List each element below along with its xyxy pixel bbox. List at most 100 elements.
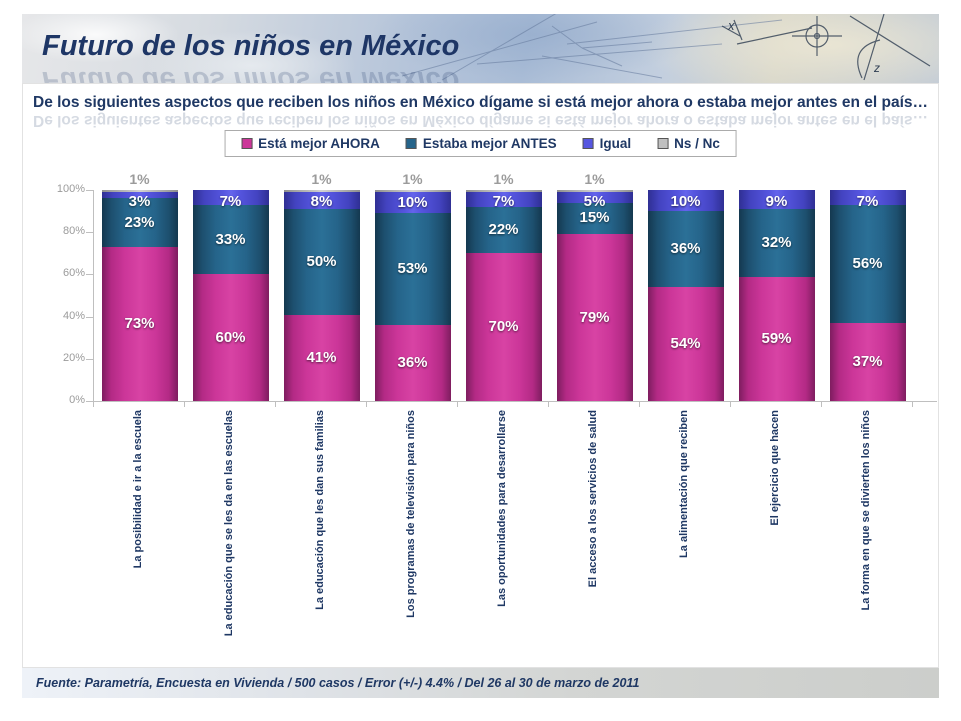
- category-label: Las oportunidades para desarrollarse: [496, 410, 508, 607]
- bar-segment-ahora: [465, 253, 542, 401]
- segment-value-label: 36%: [397, 354, 428, 372]
- bar-segment-igual: [738, 190, 815, 209]
- ns-nc-value-label: 1%: [584, 171, 605, 187]
- segment-value-label: 22%: [488, 221, 519, 239]
- category-label-wrap: La posibilidad e ir a la escuela: [93, 410, 184, 658]
- slide-title: Futuro de los niños en México: [42, 30, 460, 62]
- x-axis-tick: [275, 402, 276, 407]
- y-axis-tick: [86, 401, 93, 402]
- category-label-wrap: Los programas de televisión para niños: [366, 410, 457, 658]
- bar-segment-igual: [192, 190, 269, 205]
- category-label-wrap: La forma en que se divierten los niños: [821, 410, 912, 658]
- legend-item-nsnc: Ns / Nc: [657, 136, 720, 151]
- bar: 36% 53% 10% 1%: [374, 171, 451, 401]
- chart-panel: De los siguientes aspectos que reciben l…: [22, 83, 939, 668]
- category-label: La alimentación que reciben: [678, 410, 690, 558]
- legend-item-ahora: Está mejor AHORA: [241, 136, 380, 151]
- ns-nc-value-label: 1%: [311, 171, 332, 187]
- category-label: Los programas de televisión para niños: [405, 410, 417, 618]
- x-axis-tick: [457, 402, 458, 407]
- bar-segment-nsnc: [374, 190, 451, 193]
- category-label: El ejercicio que hacen: [769, 410, 781, 526]
- category-label-wrap: Las oportunidades para desarrollarse: [457, 410, 548, 658]
- antes-swatch-icon: [405, 138, 417, 149]
- bar-segment-antes: [192, 204, 269, 275]
- ns-nc-value-label: 1%: [402, 171, 423, 187]
- segment-value-label: 10%: [670, 193, 701, 210]
- segment-value-label: 10%: [397, 193, 428, 211]
- bar: 60% 33% 7%: [192, 188, 269, 401]
- x-axis-tick: [548, 402, 549, 407]
- segment-value-label: 8%: [310, 193, 333, 210]
- bar: 37% 56% 7%: [829, 188, 906, 401]
- segment-value-label: 41%: [306, 348, 337, 366]
- igual-swatch-icon: [582, 138, 594, 149]
- y-axis-label: 80%: [62, 225, 85, 238]
- bar-segment-igual: [556, 192, 633, 203]
- x-axis-tick: [912, 402, 913, 407]
- bar-segment-ahora: [283, 314, 360, 401]
- segment-value-label: 32%: [761, 233, 792, 251]
- bar-top-rim: [647, 188, 724, 192]
- y-axis-tick: [86, 232, 93, 234]
- category-label-wrap: La educación que se les da en las escuel…: [184, 410, 275, 658]
- category-label: El acceso a los servicios de salud: [587, 410, 599, 588]
- bar-segment-nsnc: [283, 190, 360, 193]
- ahora-swatch-icon: [241, 138, 253, 149]
- legend: Está mejor AHORA Estaba mejor ANTES Igual N…: [224, 130, 737, 157]
- question-text-reflection: De los siguientes aspectos que reciben l…: [33, 112, 928, 129]
- bar: 41% 50% 8% 1%: [283, 171, 360, 401]
- bar-segment-antes: [738, 209, 815, 277]
- bar-segment-ahora: [829, 322, 906, 401]
- segment-value-label: 37%: [852, 352, 883, 370]
- segment-value-label: 54%: [670, 335, 701, 353]
- bar: 59% 32% 9%: [738, 188, 815, 401]
- segment-value-label: 23%: [124, 213, 155, 231]
- bar-segment-ahora: [101, 246, 178, 401]
- segment-value-label: 33%: [215, 230, 246, 248]
- category-label-wrap: El acceso a los servicios de salud: [548, 410, 639, 658]
- segment-value-label: 56%: [852, 254, 883, 272]
- bar-top-rim: [192, 188, 269, 192]
- category-label: La posibilidad e ir a la escuela: [132, 410, 144, 569]
- bar-segment-nsnc: [465, 190, 542, 193]
- bar-segment-ahora: [374, 325, 451, 401]
- category-label: La educación que se les da en las escuel…: [223, 410, 235, 637]
- bar-segment-antes: [556, 202, 633, 235]
- y-axis-tick: [86, 190, 93, 191]
- source-note: Fuente: Parametría, Encuesta en Vivienda…: [36, 676, 640, 690]
- segment-value-label: 7%: [492, 193, 515, 210]
- segment-value-label: 7%: [219, 193, 242, 210]
- segment-value-label: 7%: [856, 193, 879, 210]
- segment-value-label: 9%: [765, 193, 788, 210]
- segment-value-label: 15%: [579, 209, 610, 227]
- x-axis-tick: [93, 402, 94, 407]
- segment-value-label: 59%: [761, 329, 792, 347]
- y-axis-label: 40%: [62, 309, 85, 322]
- bar-segment-igual: [829, 190, 906, 205]
- segment-value-label: 53%: [397, 260, 428, 278]
- banner-art-icon: x z: [401, 14, 931, 81]
- category-label: La forma en que se divierten los niños: [860, 410, 872, 611]
- header-banner: x z Futuro de los niños en México Futuro…: [22, 14, 939, 83]
- svg-text:z: z: [873, 61, 880, 75]
- bar-segment-igual: [283, 192, 360, 209]
- ns-nc-value-label: 1%: [493, 171, 514, 187]
- bar-segment-ahora: [556, 234, 633, 401]
- bar-segment-antes: [374, 213, 451, 326]
- x-axis-tick: [730, 402, 731, 407]
- segment-value-label: 50%: [306, 252, 337, 270]
- bar-segment-antes: [101, 198, 178, 247]
- segment-value-label: 5%: [583, 193, 606, 210]
- bar-segment-antes: [465, 206, 542, 254]
- bar-segment-antes: [829, 204, 906, 323]
- bar-segment-igual: [647, 190, 724, 212]
- segment-value-label: 70%: [488, 318, 519, 336]
- bar-top-rim: [738, 188, 815, 192]
- svg-text:x: x: [727, 18, 735, 33]
- bar: 79% 15% 5% 1%: [556, 171, 633, 401]
- y-axis-tick: [86, 274, 93, 276]
- category-label-wrap: El ejercicio que hacen: [730, 410, 821, 658]
- legend-label: Estaba mejor ANTES: [422, 136, 557, 151]
